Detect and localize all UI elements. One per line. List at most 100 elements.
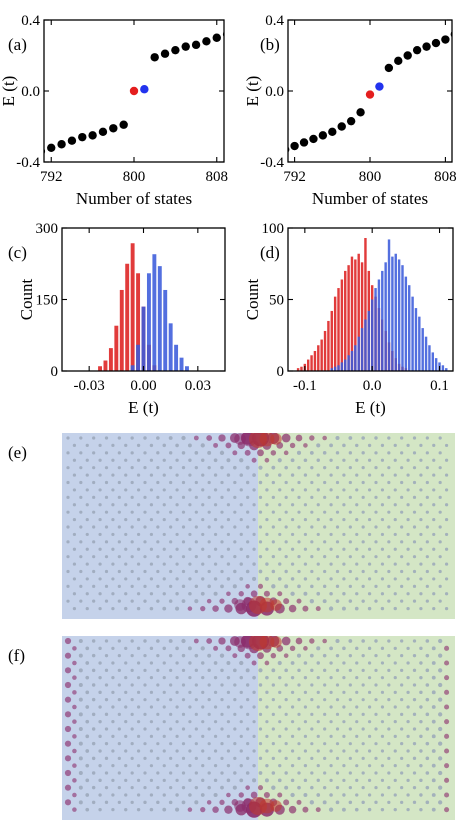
lattice-site	[92, 495, 96, 499]
lattice-site	[432, 458, 436, 462]
lattice-site	[213, 676, 218, 680]
lattice-site	[355, 488, 359, 492]
lattice-site	[387, 480, 391, 485]
lattice-site	[316, 778, 320, 782]
lattice-site	[431, 749, 436, 753]
hist-bar-hist_red	[333, 296, 337, 371]
lattice-site	[72, 660, 77, 666]
x-tick-label: 808	[206, 169, 229, 185]
lattice-site	[323, 540, 327, 544]
lattice-site	[98, 661, 102, 665]
lattice-site	[104, 668, 109, 672]
hist-bar-hist_blue	[374, 288, 377, 371]
lattice-site	[111, 778, 115, 782]
lattice-site	[265, 705, 269, 709]
lattice-site	[329, 764, 333, 768]
lattice-site	[444, 733, 450, 739]
lattice-site	[316, 749, 320, 753]
lattice-site	[169, 510, 173, 514]
lattice-site	[400, 800, 404, 804]
lattice-site	[406, 592, 410, 596]
lattice-site	[329, 443, 333, 448]
lattice-site	[111, 705, 115, 709]
lattice-site	[419, 562, 423, 566]
lattice-site	[297, 683, 301, 687]
lattice-site	[169, 540, 173, 544]
lattice-site	[329, 592, 333, 596]
lattice-site	[271, 569, 276, 574]
lattice-site	[239, 763, 243, 768]
lattice-site	[136, 488, 141, 492]
lattice-site	[361, 555, 365, 559]
lattice-site	[393, 458, 397, 462]
lattice-site	[316, 734, 320, 738]
lattice-site	[156, 495, 160, 499]
lattice-site	[149, 606, 154, 611]
lattice-site	[296, 450, 302, 455]
lattice-site	[406, 705, 410, 709]
lattice-site	[335, 727, 340, 731]
lattice-site	[406, 808, 410, 812]
data-point-black	[318, 131, 328, 140]
lattice-site	[380, 676, 385, 680]
lattice-site	[111, 458, 115, 462]
lattice-site	[277, 792, 283, 798]
lattice-site	[297, 742, 301, 746]
lattice-site	[432, 443, 436, 448]
lattice-site	[361, 771, 365, 775]
lattice-site	[361, 654, 365, 658]
lattice-site	[380, 517, 385, 522]
lattice-site	[124, 606, 128, 611]
lattice-site	[400, 480, 404, 485]
lattice-site	[425, 800, 430, 805]
lattice-site	[387, 683, 391, 687]
lattice-site	[78, 727, 83, 731]
lattice-site	[412, 654, 417, 658]
lattice-site	[219, 598, 225, 604]
lattice-site	[342, 749, 346, 753]
data-point-black	[384, 63, 394, 73]
lattice-site	[66, 555, 70, 559]
lattice-site	[207, 584, 211, 589]
lattice-site	[72, 577, 77, 581]
lattice-site	[348, 639, 353, 643]
lattice-site	[78, 756, 83, 761]
lattice-site	[393, 808, 397, 812]
lattice-site	[212, 605, 219, 612]
lattice-site	[380, 720, 385, 724]
lattice-site	[124, 592, 128, 596]
lattice-site	[335, 525, 340, 529]
lattice-site	[104, 495, 109, 499]
lattice-site	[284, 465, 288, 470]
lattice-site	[271, 480, 276, 485]
lattice-site	[265, 720, 269, 724]
lattice-site	[213, 792, 218, 798]
lattice-site	[111, 577, 115, 581]
lattice-site	[419, 763, 423, 768]
lattice-site	[258, 756, 263, 760]
lattice-site	[271, 465, 276, 470]
lattice-site	[124, 443, 128, 448]
interface-state-blob	[259, 798, 275, 814]
lattice-site	[258, 569, 263, 574]
y-tick-label: -0.4	[260, 155, 284, 171]
lattice-site	[316, 764, 320, 768]
lattice-site	[374, 698, 378, 702]
lattice-site	[98, 793, 102, 797]
lattice-site	[290, 778, 295, 783]
lattice-site	[316, 661, 320, 665]
lattice-site	[295, 434, 303, 442]
lattice-site	[169, 584, 173, 588]
lattice-site	[252, 705, 256, 709]
lattice-site	[406, 577, 410, 581]
lattice-site	[400, 668, 404, 672]
lattice-site	[143, 480, 147, 485]
lattice-site	[66, 451, 70, 455]
lattice-site	[328, 807, 334, 812]
lattice-site	[329, 577, 333, 581]
lattice-site	[278, 488, 282, 492]
lattice-site	[419, 547, 423, 551]
lattice-site	[149, 807, 154, 812]
lattice-site	[309, 800, 314, 805]
lattice-site	[297, 771, 301, 775]
